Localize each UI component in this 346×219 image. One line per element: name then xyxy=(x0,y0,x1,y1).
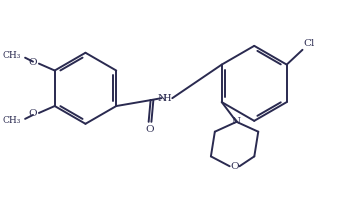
Text: N: N xyxy=(232,117,241,126)
Text: O: O xyxy=(28,58,37,67)
Text: O: O xyxy=(146,125,154,134)
Text: Cl: Cl xyxy=(303,39,315,48)
Text: N: N xyxy=(157,94,167,103)
Text: O: O xyxy=(230,162,239,171)
Text: CH₃: CH₃ xyxy=(3,116,21,125)
Text: O: O xyxy=(28,110,37,118)
Text: CH₃: CH₃ xyxy=(3,51,21,60)
Text: H: H xyxy=(163,94,171,103)
